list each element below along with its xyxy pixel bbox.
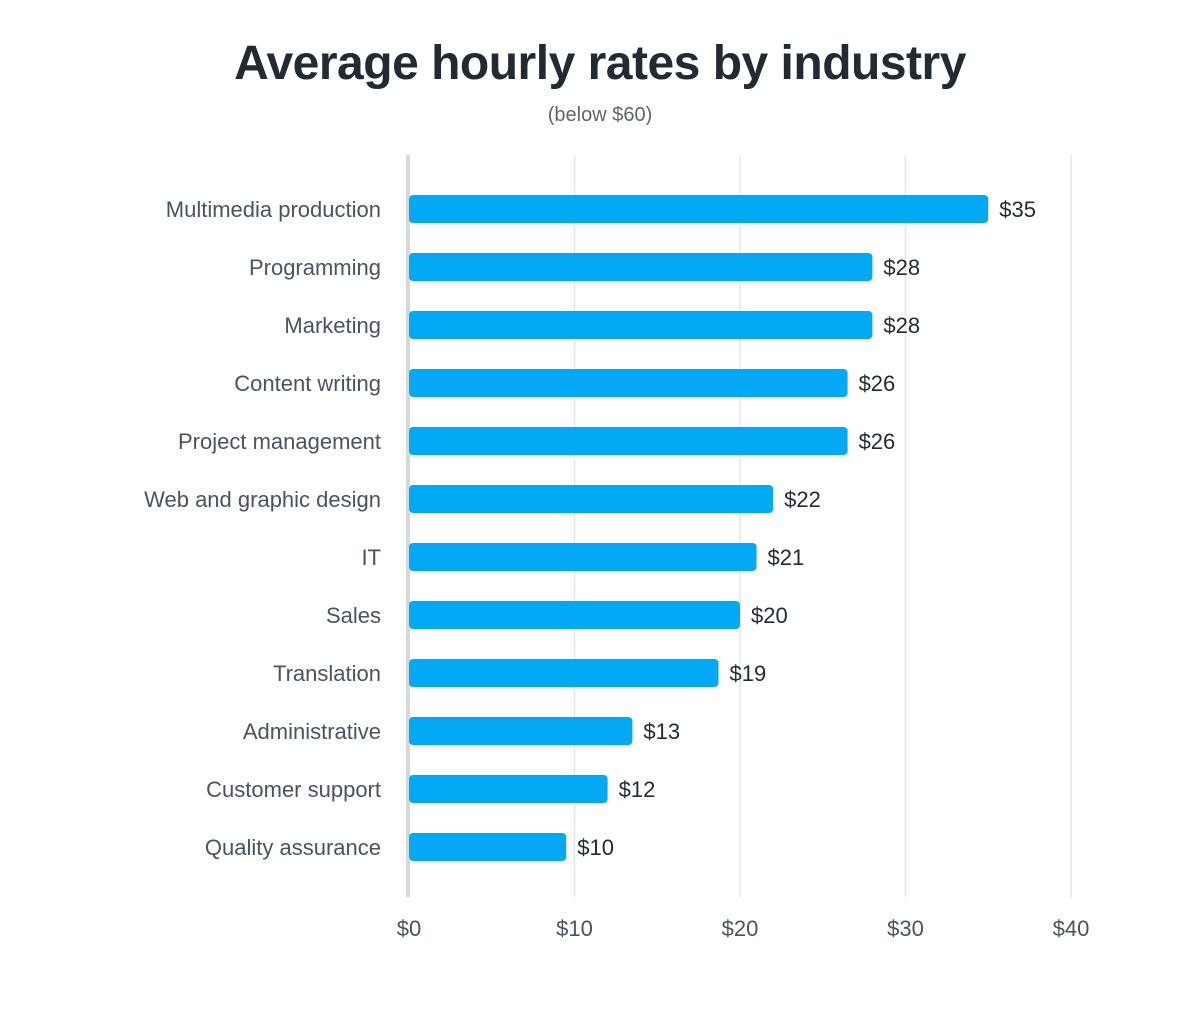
chart-subtitle: (below $60) [547, 104, 653, 126]
value-label: $19 [729, 661, 766, 686]
category-label: Quality assurance [205, 835, 381, 860]
chart-title: Average hourly rates by industry [234, 37, 966, 90]
category-label: Content writing [234, 371, 381, 396]
value-label: $26 [859, 371, 896, 396]
bar [409, 427, 848, 455]
bar [409, 311, 873, 339]
bar [409, 543, 757, 571]
x-tick-label: $0 [397, 916, 421, 941]
category-label: Programming [249, 255, 381, 280]
bars [409, 195, 989, 861]
category-label: Customer support [206, 777, 381, 802]
x-tick-label: $20 [722, 916, 759, 941]
bar [409, 601, 740, 629]
x-axis: $0 $10 $20 $30 $40 [397, 916, 1090, 941]
category-label: IT [361, 545, 381, 570]
bar [409, 195, 989, 223]
value-label: $10 [577, 835, 614, 860]
value-label: $35 [999, 197, 1036, 222]
category-label: Translation [273, 661, 381, 686]
category-label: Project management [178, 429, 381, 454]
x-tick-label: $10 [556, 916, 593, 941]
category-label: Multimedia production [166, 197, 381, 222]
bar [409, 775, 608, 803]
value-label: $28 [883, 313, 920, 338]
category-label: Marketing [284, 313, 381, 338]
bar [409, 253, 873, 281]
value-label: $28 [883, 255, 920, 280]
category-label: Administrative [243, 719, 381, 744]
labels: Multimedia production $35 Programming $28 Ma… [144, 197, 1036, 860]
value-label: $22 [784, 487, 821, 512]
x-tick-label: $30 [887, 916, 924, 941]
bar [409, 485, 774, 513]
category-label: Sales [326, 603, 381, 628]
value-label: $20 [751, 603, 788, 628]
bar [409, 369, 848, 397]
category-label: Web and graphic design [144, 487, 381, 512]
value-label: $26 [859, 429, 896, 454]
value-label: $21 [768, 545, 805, 570]
value-label: $13 [643, 719, 680, 744]
x-tick-label: $40 [1053, 916, 1090, 941]
bar [409, 659, 719, 687]
bar [409, 833, 567, 861]
value-label: $12 [619, 777, 656, 802]
bar [409, 717, 633, 745]
